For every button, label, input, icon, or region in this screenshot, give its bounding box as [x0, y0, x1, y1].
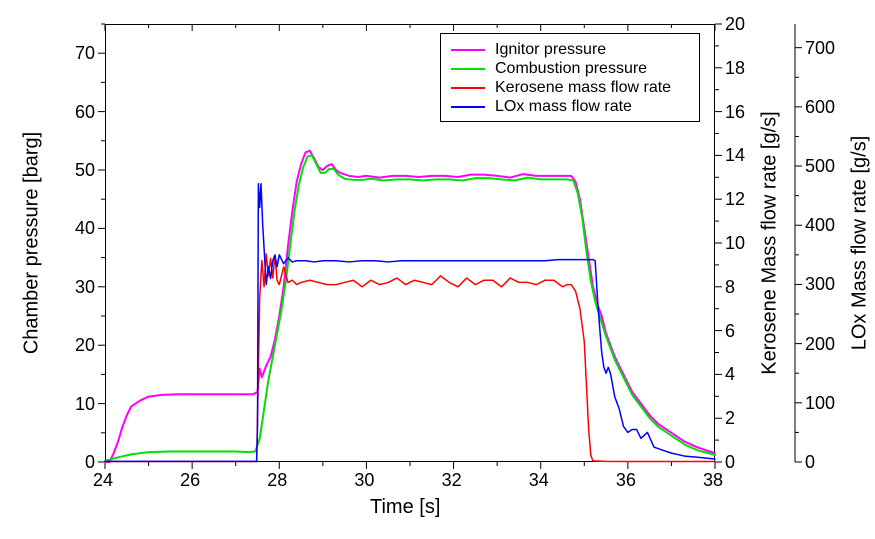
legend-label: LOx mass flow rate — [495, 98, 632, 116]
y_right2-tick-label: 0 — [805, 452, 815, 473]
legend-swatch — [451, 49, 485, 51]
x-tick-label: 28 — [267, 470, 287, 491]
y_left-tick-label: 70 — [75, 43, 95, 64]
x-tick-label: 34 — [529, 470, 549, 491]
y_right1-tick-label: 12 — [725, 189, 745, 210]
y_right1-tick-label: 8 — [725, 277, 735, 298]
legend-label: Combustion pressure — [495, 60, 647, 78]
x-tick-label: 32 — [442, 470, 462, 491]
legend-label: Ignitor pressure — [495, 41, 606, 59]
y_right2-tick-label: 400 — [805, 215, 835, 236]
x-tick-label: 24 — [93, 470, 113, 491]
y_right1-tick-label: 4 — [725, 364, 735, 385]
y_left-tick-label: 50 — [75, 160, 95, 181]
y_right2-tick-label: 300 — [805, 274, 835, 295]
legend-box: Ignitor pressureCombustion pressureKeros… — [440, 33, 700, 122]
legend-item: Ignitor pressure — [451, 41, 689, 59]
y_right2-tick-label: 500 — [805, 156, 835, 177]
y_right2-tick-label: 700 — [805, 38, 835, 59]
y_right2-tick-label: 100 — [805, 393, 835, 414]
y-right2-axis-title: LOx Mass flow rate [g/s] — [849, 136, 872, 351]
y_right2-tick-label: 600 — [805, 97, 835, 118]
legend-swatch — [451, 68, 485, 70]
y_left-tick-label: 10 — [75, 394, 95, 415]
y_right1-tick-label: 18 — [725, 58, 745, 79]
x-tick-label: 38 — [703, 470, 723, 491]
y-left-axis-title: Chamber pressure [barg] — [21, 132, 44, 354]
y_right1-tick-label: 6 — [725, 321, 735, 342]
y_left-tick-label: 20 — [75, 335, 95, 356]
legend-item: LOx mass flow rate — [451, 98, 689, 116]
y_right1-tick-label: 2 — [725, 408, 735, 429]
legend-label: Kerosene mass flow rate — [495, 79, 671, 97]
y_left-tick-label: 60 — [75, 102, 95, 123]
y_right2-tick-label: 200 — [805, 334, 835, 355]
x-tick-label: 30 — [354, 470, 374, 491]
y_right1-tick-label: 14 — [725, 145, 745, 166]
y_left-tick-label: 0 — [85, 452, 95, 473]
y_right1-tick-label: 16 — [725, 102, 745, 123]
legend-item: Kerosene mass flow rate — [451, 79, 689, 97]
legend-swatch — [451, 106, 485, 108]
y_right1-tick-label: 10 — [725, 233, 745, 254]
legend-swatch — [451, 87, 485, 89]
x-tick-label: 26 — [180, 470, 200, 491]
y-right1-axis-title: Kerosene Mass flow rate [g/s] — [759, 111, 782, 374]
legend-item: Combustion pressure — [451, 60, 689, 78]
y_left-tick-label: 40 — [75, 218, 95, 239]
chart-root: { "canvas": { "width": 875, "height": 53… — [0, 0, 875, 539]
x-tick-label: 36 — [616, 470, 636, 491]
y_right1-tick-label: 20 — [725, 14, 745, 35]
x-axis-title: Time [s] — [370, 496, 440, 519]
y_right1-tick-label: 0 — [725, 452, 735, 473]
y_left-tick-label: 30 — [75, 277, 95, 298]
